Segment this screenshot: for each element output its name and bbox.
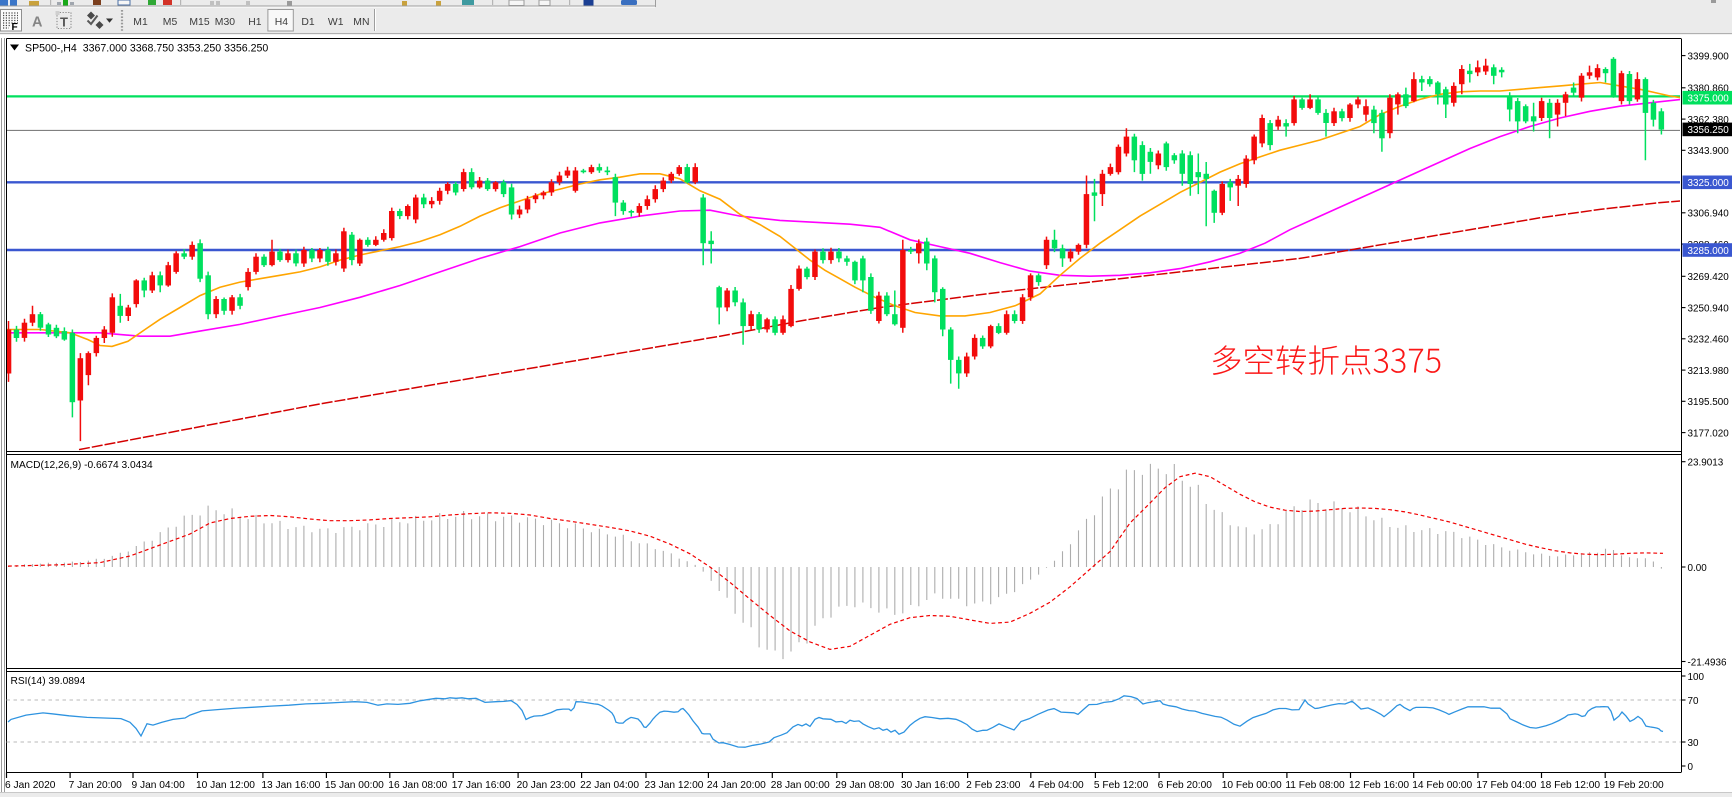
svg-text:11 Feb 08:00: 11 Feb 08:00 <box>1285 780 1345 791</box>
svg-text:20 Jan 23:00: 20 Jan 23:00 <box>517 780 576 791</box>
svg-text:3250.940: 3250.940 <box>1688 303 1730 314</box>
svg-text:3325.000: 3325.000 <box>1688 178 1730 189</box>
svg-text:T: T <box>60 15 68 30</box>
svg-text:MACD(12,26,9) -0.6674 3.0434: MACD(12,26,9) -0.6674 3.0434 <box>11 460 153 471</box>
svg-text:17 Jan 16:00: 17 Jan 16:00 <box>452 780 511 791</box>
svg-text:3380.860: 3380.860 <box>1688 84 1730 95</box>
svg-text:18 Feb 12:00: 18 Feb 12:00 <box>1540 780 1600 791</box>
svg-text:5 Feb 12:00: 5 Feb 12:00 <box>1094 780 1149 791</box>
svg-text:H1: H1 <box>248 17 262 28</box>
svg-text:MN: MN <box>353 17 369 28</box>
svg-text:3356.250: 3356.250 <box>1688 125 1730 136</box>
svg-text:70: 70 <box>1688 696 1699 707</box>
svg-text:A: A <box>32 15 43 31</box>
svg-text:3195.500: 3195.500 <box>1688 397 1730 408</box>
svg-text:3343.900: 3343.900 <box>1688 146 1730 157</box>
svg-text:3362.380: 3362.380 <box>1688 115 1730 126</box>
svg-text:M1: M1 <box>133 17 148 28</box>
svg-text:RSI(14) 39.0894: RSI(14) 39.0894 <box>11 676 86 687</box>
svg-text:23.9013: 23.9013 <box>1688 458 1724 469</box>
svg-text:17 Feb 04:00: 17 Feb 04:00 <box>1476 780 1536 791</box>
svg-text:16 Jan 08:00: 16 Jan 08:00 <box>388 780 447 791</box>
svg-text:3285.000: 3285.000 <box>1688 246 1730 257</box>
svg-text:9 Jan 04:00: 9 Jan 04:00 <box>132 780 186 791</box>
svg-text:29 Jan 08:00: 29 Jan 08:00 <box>835 780 894 791</box>
svg-text:SP500-,H4 3367.000 3368.750 3: SP500-,H4 3367.000 3368.750 3353.250 335… <box>25 43 268 55</box>
svg-text:2 Feb 23:00: 2 Feb 23:00 <box>966 780 1021 791</box>
svg-text:6 Feb 20:00: 6 Feb 20:00 <box>1158 780 1213 791</box>
svg-text:3306.940: 3306.940 <box>1688 209 1730 220</box>
svg-text:3213.980: 3213.980 <box>1688 366 1730 377</box>
svg-text:M15: M15 <box>189 17 209 28</box>
svg-text:19 Feb 20:00: 19 Feb 20:00 <box>1604 780 1664 791</box>
svg-text:10 Feb 00:00: 10 Feb 00:00 <box>1222 780 1282 791</box>
svg-text:7 Jan 20:00: 7 Jan 20:00 <box>69 780 123 791</box>
svg-text:4 Feb 04:00: 4 Feb 04:00 <box>1029 780 1084 791</box>
svg-text:30 Jan 16:00: 30 Jan 16:00 <box>901 780 960 791</box>
svg-text:23 Jan 12:00: 23 Jan 12:00 <box>645 780 704 791</box>
svg-text:D1: D1 <box>301 17 315 28</box>
svg-text:30: 30 <box>1688 738 1699 749</box>
svg-text:W1: W1 <box>328 17 344 28</box>
svg-text:6 Jan 2020: 6 Jan 2020 <box>5 780 56 791</box>
svg-text:100: 100 <box>1688 672 1705 683</box>
svg-text:24 Jan 20:00: 24 Jan 20:00 <box>707 780 766 791</box>
svg-text:14 Feb 00:00: 14 Feb 00:00 <box>1412 780 1472 791</box>
svg-text:M5: M5 <box>163 17 178 28</box>
svg-text:0: 0 <box>1688 762 1694 773</box>
svg-text:3375.000: 3375.000 <box>1688 94 1730 105</box>
svg-text:13 Jan 16:00: 13 Jan 16:00 <box>261 780 320 791</box>
svg-text:15 Jan 00:00: 15 Jan 00:00 <box>325 780 384 791</box>
svg-text:12 Feb 16:00: 12 Feb 16:00 <box>1349 780 1409 791</box>
svg-text:M30: M30 <box>215 17 235 28</box>
svg-text:-21.4936: -21.4936 <box>1688 657 1727 668</box>
svg-text:3177.020: 3177.020 <box>1688 428 1730 439</box>
svg-text:F: F <box>12 22 18 33</box>
svg-text:3232.460: 3232.460 <box>1688 335 1730 346</box>
svg-text:22 Jan 04:00: 22 Jan 04:00 <box>580 780 639 791</box>
svg-text:3269.420: 3269.420 <box>1688 272 1730 283</box>
svg-text:28 Jan 00:00: 28 Jan 00:00 <box>771 780 830 791</box>
svg-text:10 Jan 12:00: 10 Jan 12:00 <box>196 780 255 791</box>
svg-text:H4: H4 <box>275 17 289 28</box>
svg-text:0.00: 0.00 <box>1688 563 1708 574</box>
svg-text:3399.900: 3399.900 <box>1688 51 1730 62</box>
